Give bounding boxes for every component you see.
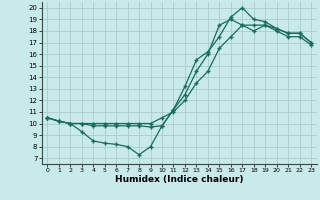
X-axis label: Humidex (Indice chaleur): Humidex (Indice chaleur)	[115, 175, 244, 184]
